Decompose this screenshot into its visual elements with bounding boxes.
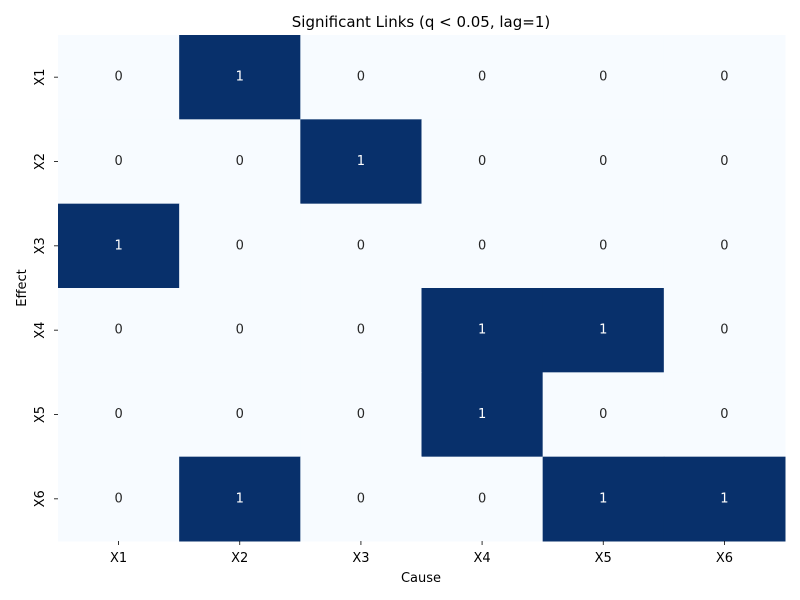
heatmap-cell-X5-X4 <box>421 372 544 458</box>
heatmap-cell-X4-X2 <box>179 288 301 373</box>
y-tick-label: X1 <box>33 69 48 86</box>
heatmap-cell-X5-X3 <box>300 372 422 458</box>
x-tick-label: X2 <box>231 551 248 566</box>
cell-value-label: 0 <box>236 323 244 338</box>
cell-value-label: 0 <box>720 238 728 253</box>
heatmap-cell-X2-X4 <box>421 119 544 205</box>
cell-value-label: 0 <box>478 491 486 506</box>
heatmap-cell-X6-X1 <box>58 456 180 542</box>
cell-value-label: 1 <box>236 70 244 85</box>
heatmap-cell-X5-X2 <box>179 372 301 458</box>
cell-value-label: 0 <box>720 70 728 85</box>
y-tick-label: X2 <box>33 153 48 170</box>
heatmap-cell-X4-X4 <box>421 288 544 373</box>
cell-value-label: 0 <box>357 238 365 253</box>
cell-value-label: 0 <box>236 407 244 422</box>
cell-value-label: 0 <box>357 407 365 422</box>
cell-value-label: 1 <box>478 407 486 422</box>
cell-value-label: 1 <box>236 491 244 506</box>
heatmap-cell-X2-X1 <box>58 119 180 205</box>
x-tick-label: X3 <box>352 551 369 566</box>
cell-value-label: 0 <box>720 323 728 338</box>
cell-value-label: 0 <box>599 407 607 422</box>
heatmap-cell-X3-X1 <box>58 203 180 289</box>
heatmap-cell-X1-X4 <box>421 35 544 120</box>
y-axis-label: Effect <box>15 269 30 306</box>
heatmap-cell-X4-X6 <box>663 288 786 373</box>
x-axis-label: Cause <box>401 571 441 586</box>
heatmap-cell-X3-X5 <box>542 203 665 289</box>
heatmap-cell-X5-X1 <box>58 372 180 458</box>
x-tick-label: X5 <box>595 551 612 566</box>
cell-value-label: 0 <box>599 70 607 85</box>
cell-value-label: 1 <box>599 323 607 338</box>
x-axis-ticks: X1 X2 X3 X4 X5 X6 <box>110 541 733 566</box>
y-tick-label: X5 <box>33 406 48 423</box>
cell-value-label: 0 <box>357 491 365 506</box>
cell-value-label: 1 <box>599 491 607 506</box>
heatmap-cell-X3-X4 <box>421 203 544 289</box>
cell-value-label: 0 <box>599 238 607 253</box>
cell-value-label: 0 <box>720 407 728 422</box>
cell-value-label: 0 <box>114 491 122 506</box>
heatmap-cell-X5-X5 <box>542 372 665 458</box>
cell-value-label: 0 <box>720 154 728 169</box>
x-tick-label: X4 <box>473 551 490 566</box>
cell-value-label: 0 <box>478 70 486 85</box>
heatmap-cell-X6-X3 <box>300 456 422 542</box>
cell-value-label: 1 <box>114 238 122 253</box>
cell-value-label: 0 <box>357 70 365 85</box>
y-axis-ticks: X1 X2 X3 X4 X5 X6 <box>33 69 58 507</box>
heatmap-cell-X1-X1 <box>58 35 180 120</box>
cell-value-label: 0 <box>478 154 486 169</box>
cell-value-label: 0 <box>236 154 244 169</box>
heatmap-cell-X2-X6 <box>663 119 786 205</box>
cell-value-label: 0 <box>236 238 244 253</box>
cell-value-label: 0 <box>599 154 607 169</box>
cell-value-label: 0 <box>357 323 365 338</box>
heatmap-cell-X1-X2 <box>179 35 301 120</box>
cell-value-label: 0 <box>114 407 122 422</box>
y-tick-label: X3 <box>33 237 48 254</box>
heatmap-cell-X1-X5 <box>542 35 665 120</box>
heatmap-cell-X6-X2 <box>179 456 301 542</box>
heatmap-cell-X2-X2 <box>179 119 301 205</box>
chart-title: Significant Links (q < 0.05, lag=1) <box>292 13 551 31</box>
heatmap-cells: 0 1 0 0 0 0 0 0 1 0 0 0 1 0 0 0 0 0 0 0 0 1 1 0 0 0 0 1 0 0 0 1 0 0 1 1 <box>58 35 786 542</box>
cell-value-label: 0 <box>114 70 122 85</box>
heatmap-cell-X5-X6 <box>663 372 786 458</box>
heatmap-cell-X3-X2 <box>179 203 301 289</box>
heatmap-cell-X6-X6 <box>663 456 786 542</box>
x-tick-label: X6 <box>716 551 733 566</box>
heatmap-cell-X3-X3 <box>300 203 422 289</box>
y-tick-label: X4 <box>33 322 48 339</box>
heatmap-cell-X3-X6 <box>663 203 786 289</box>
heatmap-cell-X4-X5 <box>542 288 665 373</box>
heatmap-cell-X4-X1 <box>58 288 180 373</box>
cell-value-label: 0 <box>114 323 122 338</box>
heatmap-cell-X2-X5 <box>542 119 665 205</box>
heatmap-cell-X1-X3 <box>300 35 422 120</box>
cell-value-label: 1 <box>720 491 728 506</box>
x-tick-label: X1 <box>110 551 127 566</box>
cell-value-label: 1 <box>478 323 486 338</box>
cell-value-label: 1 <box>357 154 365 169</box>
heatmap-cell-X1-X6 <box>663 35 786 120</box>
heatmap-cell-X2-X3 <box>300 119 422 205</box>
cell-value-label: 0 <box>478 238 486 253</box>
heatmap-cell-X6-X4 <box>421 456 544 542</box>
heatmap-cell-X6-X5 <box>542 456 665 542</box>
heatmap-cell-X4-X3 <box>300 288 422 373</box>
cell-value-label: 0 <box>114 154 122 169</box>
y-tick-label: X6 <box>33 490 48 507</box>
